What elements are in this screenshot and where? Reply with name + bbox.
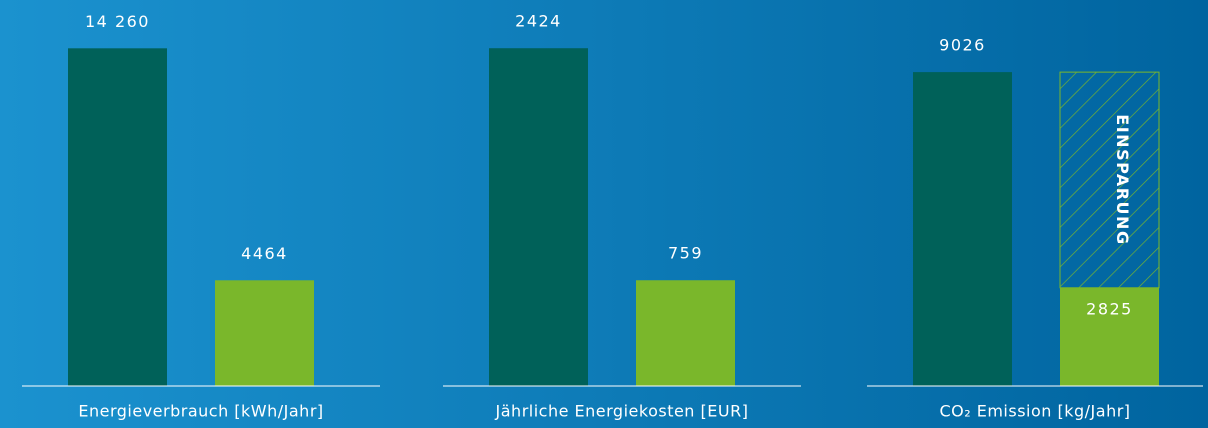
annotation: EINSPARUNG — [1113, 114, 1132, 245]
bar — [913, 72, 1012, 387]
value-label: 9026 — [939, 36, 986, 55]
x-axis-label: Jährliche Energiekosten [EUR] — [495, 402, 749, 421]
bar — [636, 280, 735, 386]
value-label: 2825 — [1086, 299, 1133, 318]
bar — [1060, 287, 1159, 386]
savings-hatch — [1059, 71, 1160, 289]
bar — [68, 48, 167, 386]
bar — [215, 280, 314, 386]
value-label: 2424 — [515, 12, 562, 31]
value-label: 14 260 — [85, 12, 150, 31]
bar — [489, 48, 588, 387]
x-axis-label: CO₂ Emission [kg/Jahr] — [939, 402, 1130, 421]
value-label: 759 — [668, 244, 703, 263]
x-axis-label: Energieverbrauch [kWh/Jahr] — [78, 402, 323, 421]
value-label: 4464 — [241, 244, 288, 263]
